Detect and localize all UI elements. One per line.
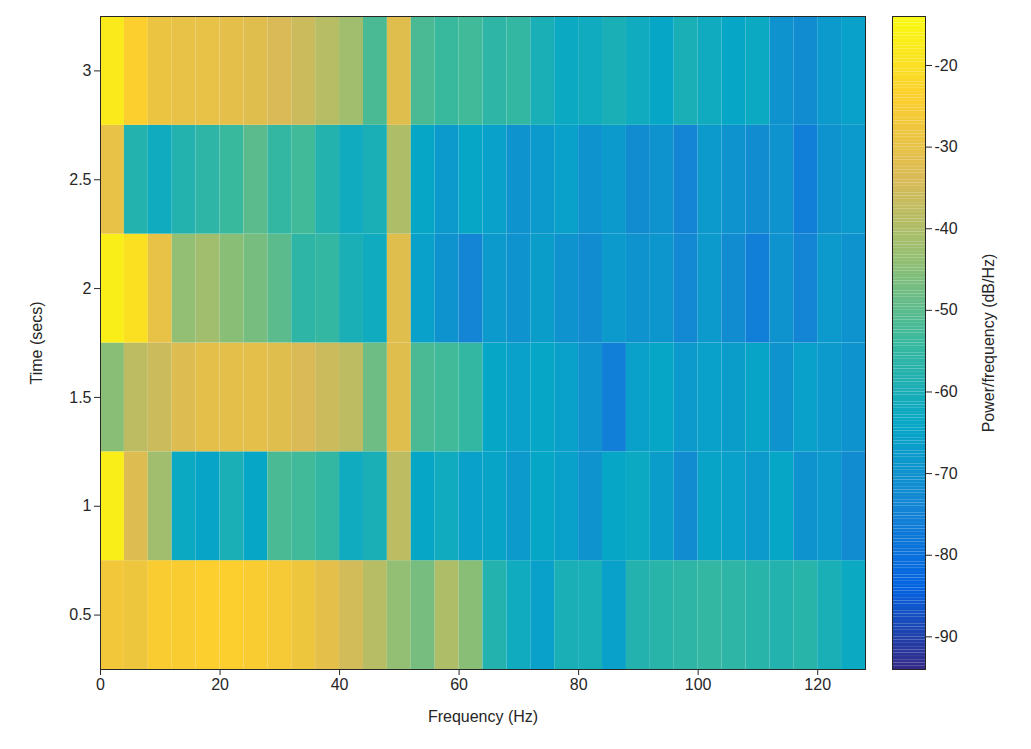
svg-text:80: 80 bbox=[570, 676, 588, 693]
svg-text:-20: -20 bbox=[935, 57, 958, 74]
svg-text:-80: -80 bbox=[935, 546, 958, 563]
svg-text:1: 1 bbox=[83, 497, 92, 514]
svg-text:120: 120 bbox=[804, 676, 831, 693]
svg-text:-60: -60 bbox=[935, 383, 958, 400]
svg-text:Time (secs): Time (secs) bbox=[28, 302, 45, 385]
svg-text:20: 20 bbox=[211, 676, 229, 693]
svg-text:100: 100 bbox=[685, 676, 712, 693]
svg-text:60: 60 bbox=[450, 676, 468, 693]
svg-text:0.5: 0.5 bbox=[69, 606, 91, 623]
svg-text:-50: -50 bbox=[935, 301, 958, 318]
svg-text:-30: -30 bbox=[935, 138, 958, 155]
svg-text:Frequency (Hz): Frequency (Hz) bbox=[428, 708, 538, 725]
svg-text:0: 0 bbox=[96, 676, 105, 693]
svg-text:-90: -90 bbox=[935, 628, 958, 645]
svg-text:3: 3 bbox=[83, 62, 92, 79]
svg-text:-70: -70 bbox=[935, 465, 958, 482]
svg-text:-40: -40 bbox=[935, 220, 958, 237]
svg-text:2: 2 bbox=[83, 280, 92, 297]
svg-text:2.5: 2.5 bbox=[69, 171, 91, 188]
svg-text:40: 40 bbox=[331, 676, 349, 693]
svg-text:1.5: 1.5 bbox=[69, 389, 91, 406]
svg-text:Power/frequency (dB/Hz): Power/frequency (dB/Hz) bbox=[980, 254, 997, 433]
